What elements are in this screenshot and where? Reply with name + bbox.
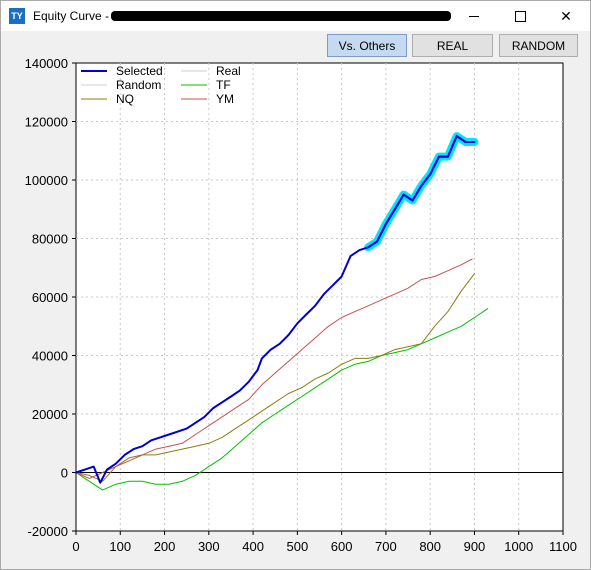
y-tick-label: 80000 bbox=[32, 232, 68, 247]
plot-area bbox=[75, 62, 564, 532]
y-tick-label: 0 bbox=[61, 466, 68, 481]
x-tick-label: 0 bbox=[72, 539, 79, 554]
title-redaction bbox=[111, 11, 451, 21]
x-tick-label: 800 bbox=[419, 539, 441, 554]
x-tick-label: 400 bbox=[242, 539, 264, 554]
title-bar[interactable]: TY Equity Curve - ✕ bbox=[1, 1, 590, 31]
y-tick-label: 100000 bbox=[25, 173, 68, 188]
window-title: Equity Curve - bbox=[33, 9, 110, 23]
y-tick-label: -20000 bbox=[28, 524, 68, 539]
minimize-button[interactable] bbox=[451, 1, 497, 31]
x-tick-label: 700 bbox=[375, 539, 397, 554]
maximize-button[interactable] bbox=[497, 1, 543, 31]
legend-label: TF bbox=[216, 78, 231, 92]
series-line-ym bbox=[75, 258, 473, 479]
legend-label: Random bbox=[116, 78, 161, 92]
minimize-icon bbox=[469, 15, 479, 17]
series-line-selected-overlay bbox=[367, 134, 475, 249]
y-tick-label: 60000 bbox=[32, 290, 68, 305]
y-tick-label: 120000 bbox=[25, 115, 68, 130]
y-tick-label: 20000 bbox=[32, 407, 68, 422]
y-tick-label: 140000 bbox=[25, 56, 68, 71]
x-tick-label: 900 bbox=[464, 539, 486, 554]
close-button[interactable]: ✕ bbox=[543, 1, 589, 31]
bottom-strip bbox=[1, 563, 590, 569]
legend-label: YM bbox=[216, 92, 234, 106]
real-button[interactable]: REAL bbox=[412, 34, 493, 57]
x-tick-label: 300 bbox=[198, 539, 220, 554]
x-tick-label: 1100 bbox=[549, 539, 577, 554]
close-icon: ✕ bbox=[560, 7, 572, 24]
x-tick-label: 600 bbox=[331, 539, 353, 554]
app-icon: TY bbox=[9, 8, 25, 24]
vs-others-button[interactable]: Vs. Others bbox=[327, 34, 407, 57]
x-tick-label: 500 bbox=[287, 539, 309, 554]
random-button[interactable]: RANDOM bbox=[499, 34, 578, 57]
maximize-icon bbox=[514, 10, 526, 22]
x-tick-label: 1000 bbox=[504, 539, 533, 554]
y-tick-label: 40000 bbox=[32, 349, 68, 364]
legend-label: Selected bbox=[116, 64, 163, 78]
legend-label: NQ bbox=[116, 92, 134, 106]
x-tick-label: 100 bbox=[109, 539, 131, 554]
x-tick-label: 200 bbox=[154, 539, 176, 554]
legend-label: Real bbox=[216, 64, 241, 78]
